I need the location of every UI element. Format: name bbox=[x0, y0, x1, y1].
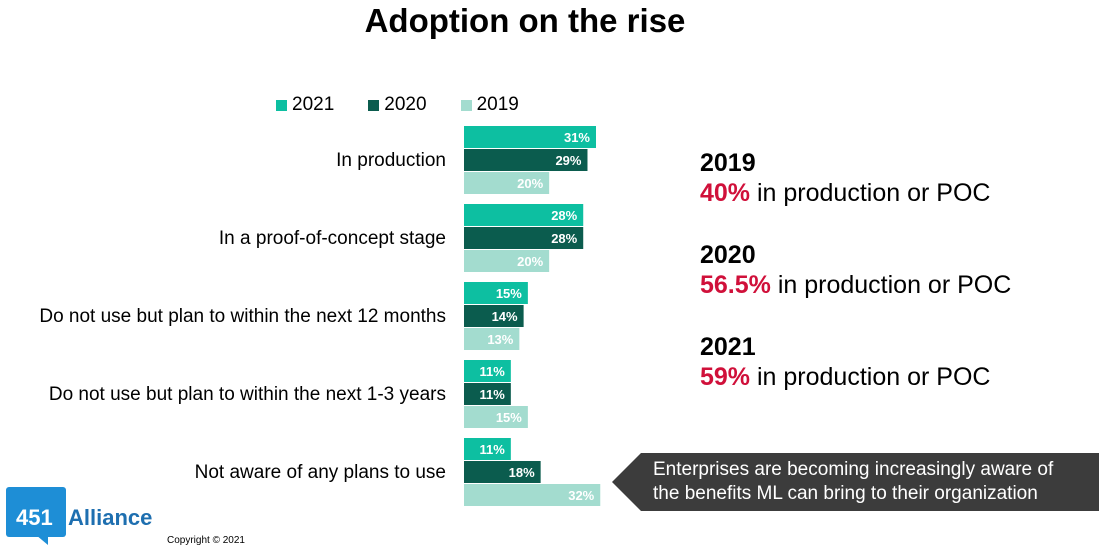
logo-badge bbox=[6, 487, 66, 537]
summary-pct: 56.5% bbox=[700, 271, 771, 299]
summary-year: 2021 bbox=[700, 333, 756, 361]
category-label: Do not use but plan to within the next 1… bbox=[39, 306, 446, 327]
bar-2021 bbox=[464, 360, 511, 382]
bar-value-label: 13% bbox=[487, 332, 513, 347]
bar-chart: In production 31% 29% 20% In a proof-of-conc… bbox=[39, 126, 601, 506]
bar-value-label: 20% bbox=[517, 254, 543, 269]
category-label: Not aware of any plans to use bbox=[195, 462, 446, 483]
logo-text: Alliance bbox=[68, 505, 153, 530]
bar-value-label: 20% bbox=[517, 176, 543, 191]
summary-year: 2019 bbox=[700, 149, 756, 177]
legend-label-2021: 2021 bbox=[292, 94, 335, 115]
legend-swatch-2020 bbox=[368, 99, 380, 111]
legend-item-2019: 2019 bbox=[460, 94, 519, 116]
bar-value-label: 32% bbox=[568, 488, 594, 503]
bar-value-label: 11% bbox=[480, 442, 506, 457]
summary-pct: 59% bbox=[700, 363, 751, 391]
copyright: Copyright © 2021 bbox=[167, 535, 245, 546]
logo-number: 451 bbox=[16, 505, 53, 530]
summary-year: 2020 bbox=[700, 241, 756, 269]
callout-arrow bbox=[612, 453, 641, 511]
summary-text: in production or POC bbox=[770, 271, 1012, 299]
callout-line-1: Enterprises are becoming increasingly aw… bbox=[653, 459, 1054, 480]
bar-2020 bbox=[464, 149, 588, 171]
category-label: In production bbox=[336, 150, 446, 171]
summary-pct: 40% bbox=[700, 179, 751, 207]
logo-badge-tail bbox=[36, 535, 48, 545]
summary-2019: 2019 40% in production or POC bbox=[700, 148, 990, 208]
bar-2020 bbox=[464, 227, 584, 249]
summary-2020: 2020 56.5% in production or POC bbox=[700, 240, 1011, 300]
bar-2019 bbox=[464, 484, 601, 506]
category-label: In a proof-of-concept stage bbox=[219, 228, 446, 249]
bar-2021 bbox=[464, 126, 596, 148]
bar-value-label: 15% bbox=[496, 286, 522, 301]
bar-2019 bbox=[464, 328, 520, 350]
bar-value-label: 28% bbox=[551, 231, 577, 246]
callout-box: Enterprises are becoming increasingly aw… bbox=[641, 453, 1099, 511]
bar-2021 bbox=[464, 282, 528, 304]
summary-2021: 2021 59% in production or POC bbox=[700, 332, 990, 392]
callout-line-2: the benefits ML can bring to their organ… bbox=[653, 483, 1038, 504]
chart-title: Adoption on the rise bbox=[364, 2, 686, 39]
bar-2019 bbox=[464, 172, 550, 194]
bar-2020 bbox=[464, 461, 541, 483]
bar-2019 bbox=[464, 406, 528, 428]
bar-value-label: 15% bbox=[496, 410, 522, 425]
legend-item-2020: 2020 bbox=[368, 94, 427, 116]
bar-2020 bbox=[464, 305, 524, 327]
bar-value-label: 29% bbox=[555, 153, 581, 168]
bar-value-label: 28% bbox=[551, 208, 577, 223]
category-label: Do not use but plan to within the next 1… bbox=[49, 384, 446, 405]
callout: Enterprises are becoming increasingly aw… bbox=[612, 453, 1099, 511]
bar-value-label: 18% bbox=[509, 465, 535, 480]
chart-legend: 2021 2020 2019 bbox=[276, 94, 553, 116]
bar-value-label: 14% bbox=[492, 309, 518, 324]
legend-label-2019: 2019 bbox=[476, 94, 519, 115]
bar-2021 bbox=[464, 204, 584, 226]
legend-item-2021: 2021 bbox=[276, 94, 334, 116]
bar-2019 bbox=[464, 250, 550, 272]
bar-value-label: 11% bbox=[480, 387, 506, 402]
legend-label-2020: 2020 bbox=[384, 94, 427, 115]
bar-2021 bbox=[464, 438, 511, 460]
legend-swatch-2019 bbox=[460, 99, 472, 111]
logo: 451 Alliance bbox=[6, 487, 166, 547]
bar-2020 bbox=[464, 383, 511, 405]
bar-value-label: 11% bbox=[480, 364, 506, 379]
summary-text: in production or POC bbox=[750, 363, 991, 391]
summary-text: in production or POC bbox=[750, 179, 991, 207]
bar-value-label: 31% bbox=[564, 130, 590, 145]
legend-swatch-2021 bbox=[276, 99, 287, 111]
